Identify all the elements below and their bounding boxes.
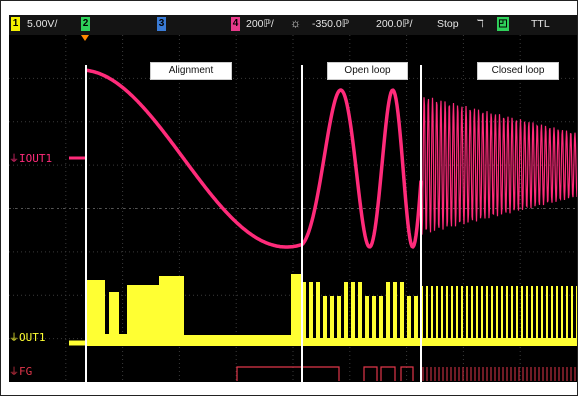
run-state[interactable]: Stop (437, 18, 459, 30)
out1-closed-loop-pulse (486, 286, 488, 346)
out1-pwm-pulse (393, 282, 397, 346)
out1-label: OUT1 (19, 331, 46, 344)
out1-closed-loop-pulse (571, 286, 573, 346)
out1-closed-loop-pulse (456, 286, 458, 346)
open-loop-label: Open loop (327, 62, 408, 80)
out1-closed-loop-pulse (531, 286, 533, 346)
channel-1-badge[interactable]: 1 (11, 17, 20, 31)
out1-closed-loop-pulse (436, 286, 438, 346)
out1-closed-loop-baseline (421, 338, 577, 346)
fg-label: FG (19, 365, 32, 378)
fg-ground-marker: ⏚ (9, 366, 19, 378)
out1-closed-loop-pulse (441, 286, 443, 346)
out1-pwm-block (159, 276, 184, 346)
out1-pwm-block (119, 334, 127, 346)
out1-closed-loop-pulse (576, 286, 577, 346)
channel-3-badge[interactable]: 3 (157, 17, 166, 31)
out1-closed-loop-pulse (426, 286, 428, 346)
out1-closed-loop-pulse (461, 286, 463, 346)
out1-closed-loop-pulse (566, 286, 568, 346)
out1-pwm-block (109, 292, 119, 346)
out1-closed-loop-pulse (451, 286, 453, 346)
out1-closed-loop-pulse (516, 286, 518, 346)
out1-pwm-pulse (414, 296, 418, 346)
out1-closed-loop-pulse (536, 286, 538, 346)
out1-pwm-pulse (323, 296, 327, 346)
trigger-channel-icon: ◰ (497, 17, 509, 31)
out1-pwm-block (127, 285, 159, 346)
out1-pwm-pulse (302, 282, 306, 346)
sun-trigger-icon: ☼ (290, 16, 301, 30)
alignment-label: Alignment (150, 62, 232, 80)
out1-pwm-pulse (358, 282, 362, 346)
out1-pwm-block (105, 334, 109, 346)
iout1-ground-marker: ⏚ (9, 153, 19, 165)
out1-pwm-pulse (379, 296, 383, 346)
out1-pwm-pulse (309, 282, 313, 346)
out1-pwm-pulse (407, 296, 411, 346)
out1-pwm-pulse (351, 282, 355, 346)
out1-closed-loop-pulse (506, 286, 508, 346)
out1-closed-loop-pulse (561, 286, 563, 346)
out1-pwm-pulse (337, 296, 341, 346)
out1-pwm-block (86, 280, 105, 346)
out1-closed-loop-pulse (446, 286, 448, 346)
delay-readout[interactable]: -350.0ℙ (312, 18, 350, 30)
channel-1-scale[interactable]: 5.00V/ (27, 18, 58, 30)
iout1-trace (85, 68, 423, 249)
channel-4-badge[interactable]: 4 (231, 17, 240, 31)
out1-pwm-block (184, 335, 291, 346)
out1-pwm-pulse (365, 296, 369, 346)
out1-pwm-pulse (344, 282, 348, 346)
out1-closed-loop-pulse (496, 286, 498, 346)
fg-trace (236, 366, 414, 381)
out1-pwm-pulse (330, 296, 334, 346)
out1-closed-loop-pulse (476, 286, 478, 346)
timebase-readout[interactable]: 200ℙ/ (246, 18, 274, 30)
out1-closed-loop-pulse (541, 286, 543, 346)
out1-pwm-block (291, 274, 302, 346)
out1-closed-loop-pulse (481, 286, 483, 346)
out1-ground-marker: ⏚ (9, 332, 19, 344)
out1-closed-loop-pulse (551, 286, 553, 346)
out1-closed-loop-pulse (526, 286, 528, 346)
trigger-position-marker (81, 35, 89, 41)
out1-baseline (302, 338, 421, 346)
out1-closed-loop-pulse (556, 286, 558, 346)
out1-closed-loop-pulse (491, 286, 493, 346)
channel-2-badge[interactable]: 2 (81, 17, 90, 31)
out1-closed-loop-pulse (471, 286, 473, 346)
out1-closed-loop-pulse (546, 286, 548, 346)
out1-closed-loop-pulse (501, 286, 503, 346)
out1-closed-loop-pulse (511, 286, 513, 346)
out1-closed-loop-pulse (521, 286, 523, 346)
trigger-source[interactable]: TTL (531, 18, 550, 30)
out1-pwm-pulse (400, 282, 404, 346)
rising-edge-icon: ℸ (477, 18, 484, 30)
out1-pwm-pulse (386, 282, 390, 346)
out1-closed-loop-pulse (431, 286, 433, 346)
out1-closed-loop-pulse (466, 286, 468, 346)
status-bar: 1 5.00V/ 2 3 4 200ℙ/ ☼ -350.0ℙ 200.0ℙ/ S… (9, 15, 577, 35)
out1-pwm-pulse (316, 282, 320, 346)
out1-pwm-pulse (372, 296, 376, 346)
closed-loop-label: Closed loop (477, 62, 559, 80)
iout1-trace-closed-loop (420, 97, 577, 235)
iout1-label: IOUT1 (19, 152, 52, 165)
time-scale-readout[interactable]: 200.0ℙ/ (376, 18, 413, 30)
